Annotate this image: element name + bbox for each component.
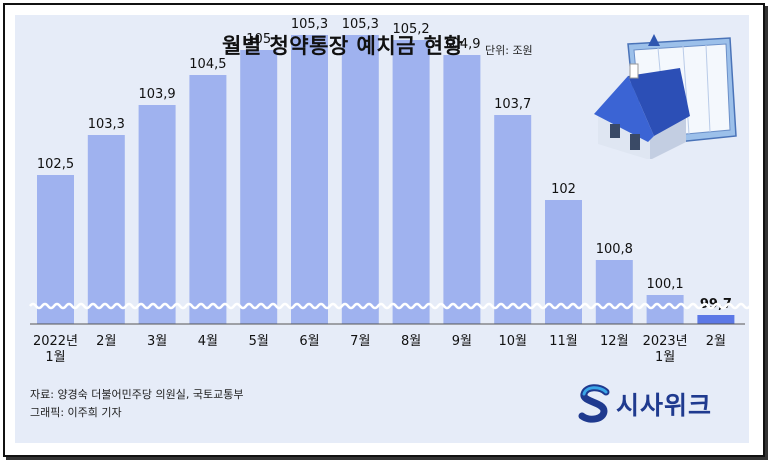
value-label-1: 102,5 <box>37 157 74 172</box>
category-label-13-line-2: 1월 <box>655 350 675 365</box>
bar-14 <box>697 315 735 324</box>
category-label-11: 11월 <box>549 334 578 349</box>
category-label-13-line-1: 2023년 <box>643 334 688 349</box>
house-on-notebook-icon <box>594 34 737 159</box>
value-label-6: 105,3 <box>291 17 328 32</box>
sisaweek-s-logo-icon <box>578 384 610 423</box>
category-label-5: 5월 <box>249 334 269 349</box>
category-label-1-line-2: 1월 <box>45 350 65 365</box>
credit-note: 그래픽: 이주희 기자 <box>30 406 122 419</box>
bar-13 <box>646 295 684 324</box>
bar-5 <box>240 50 278 324</box>
value-label-12: 100,8 <box>596 242 633 257</box>
value-label-9: 104,9 <box>443 37 480 52</box>
category-label-7: 7월 <box>350 334 370 349</box>
value-label-2: 103,3 <box>88 117 125 132</box>
bar-10 <box>494 115 532 324</box>
category-label-12: 12월 <box>600 334 629 349</box>
category-label-1-line-1: 2022년 <box>33 334 78 349</box>
sisaweek-logo: 시사위크 <box>578 384 712 424</box>
bar-12 <box>595 260 633 324</box>
value-label-7: 105,3 <box>342 17 379 32</box>
value-label-10: 103,7 <box>494 97 531 112</box>
category-label-6: 6월 <box>299 334 319 349</box>
bar-2 <box>87 135 125 324</box>
value-label-4: 104,5 <box>189 57 226 72</box>
logo-text: 시사위크 <box>616 391 713 420</box>
value-label-8: 105,2 <box>392 22 429 37</box>
axis-break-wave <box>29 302 751 310</box>
category-label-8: 8월 <box>401 334 421 349</box>
category-label-2: 2월 <box>96 334 116 349</box>
unit-label: 단위: 조원 <box>485 44 533 57</box>
category-label-14: 2월 <box>706 334 726 349</box>
value-label-11: 102 <box>551 182 576 197</box>
bar-7 <box>341 35 379 324</box>
bar-9 <box>443 55 481 324</box>
category-label-3: 3월 <box>147 334 167 349</box>
value-label-5: 105 <box>246 32 271 47</box>
bar-6 <box>291 35 328 324</box>
source-note: 자료: 양경숙 더불어민주당 의원실, 국토교통부 <box>30 388 244 401</box>
category-label-4: 4월 <box>198 334 218 349</box>
bar-8 <box>392 40 430 324</box>
bar-1 <box>37 175 74 324</box>
bar-4 <box>189 75 227 324</box>
category-label-10: 10월 <box>498 334 527 349</box>
value-label-13: 100,1 <box>646 277 683 292</box>
category-label-9: 9월 <box>452 334 472 349</box>
value-label-3: 103,9 <box>138 87 175 102</box>
bar-11 <box>545 200 582 324</box>
bar-3 <box>138 105 176 324</box>
chart-title: 월별 청약통장 예치금 현황 <box>222 34 464 58</box>
